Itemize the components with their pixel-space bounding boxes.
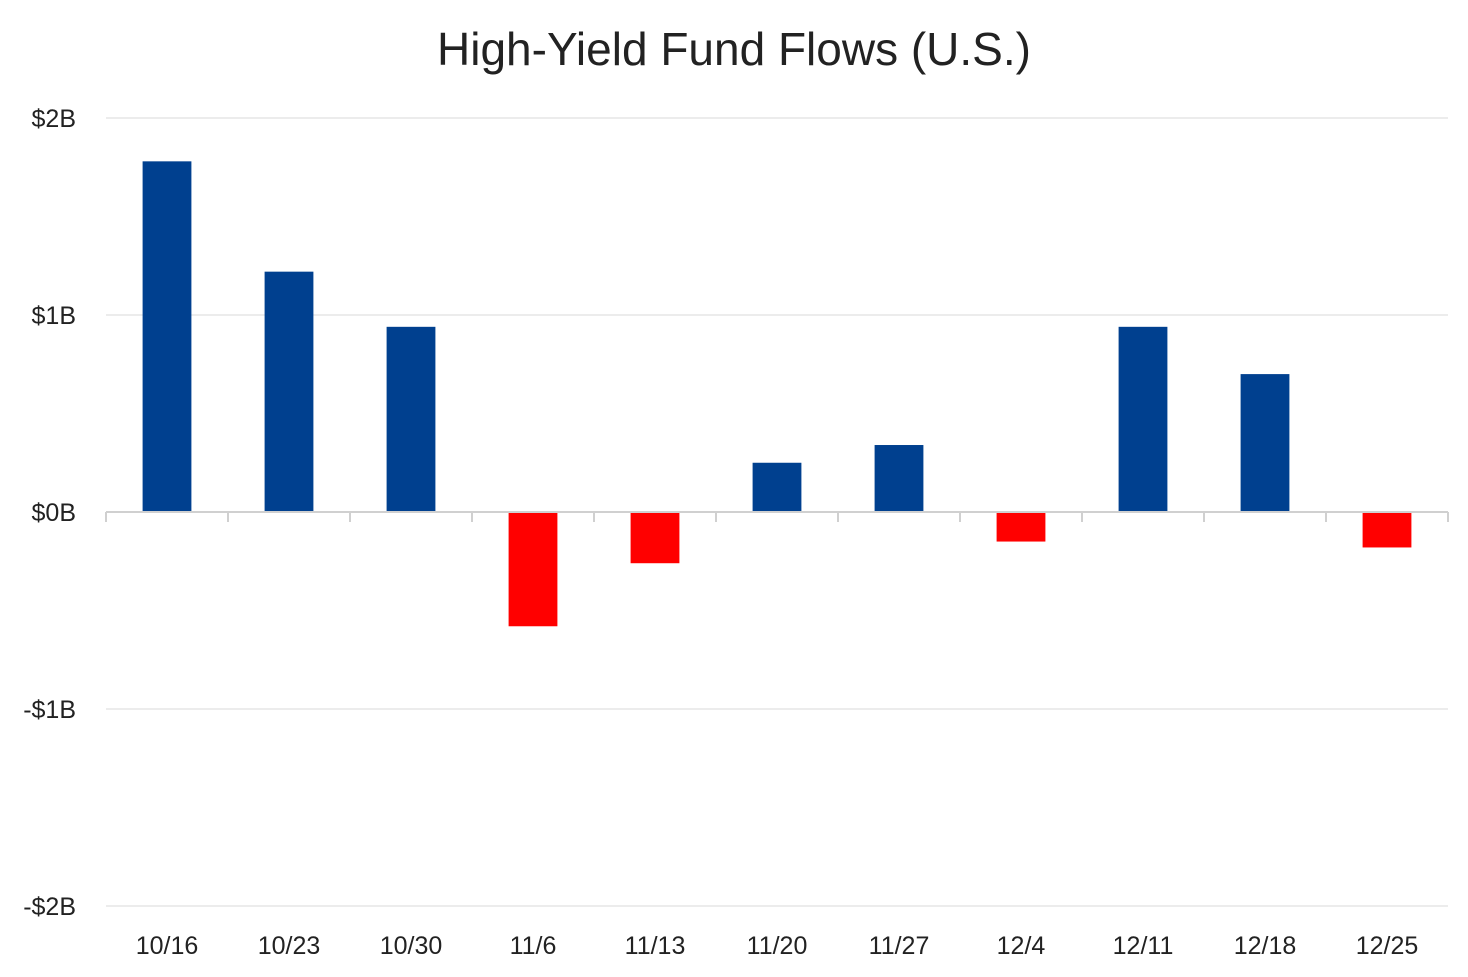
chart-title: High-Yield Fund Flows (U.S.) (437, 23, 1031, 75)
bar (264, 271, 314, 512)
bar (996, 512, 1046, 542)
x-tick-label: 10/16 (136, 932, 199, 960)
bar (874, 445, 924, 512)
bar (1118, 326, 1168, 512)
bar (142, 161, 192, 512)
bar (508, 512, 558, 627)
y-tick-label: -$1B (23, 696, 76, 724)
x-tick-label: 11/13 (625, 932, 686, 960)
bars (142, 161, 1412, 627)
bar (386, 326, 436, 512)
bar (1240, 374, 1290, 512)
y-tick-label: -$2B (23, 893, 76, 921)
x-tick-label: 10/23 (258, 932, 321, 960)
bar (752, 462, 802, 512)
y-tick-label: $1B (32, 302, 76, 330)
x-tick-label: 10/30 (380, 932, 443, 960)
x-tick-label: 11/6 (510, 932, 557, 960)
bar (630, 512, 680, 564)
x-tick-label: 12/25 (1356, 932, 1419, 960)
x-axis (105, 511, 1449, 522)
x-tick-label: 11/20 (747, 932, 808, 960)
x-axis-labels: 10/16 10/23 10/30 11/6 11/13 11/20 11/27 12/4 12… (136, 932, 1419, 960)
y-tick-label: $2B (32, 105, 76, 133)
x-tick-label: 11/27 (869, 932, 930, 960)
x-tick-label: 12/4 (997, 932, 1046, 960)
gridlines (106, 117, 1448, 907)
bar (1362, 512, 1412, 548)
y-tick-label: $0B (32, 499, 76, 527)
x-tick-label: 12/18 (1234, 932, 1297, 960)
x-tick-label: 12/11 (1113, 932, 1174, 960)
y-axis-labels: $2B $1B $0B -$1B -$2B (23, 105, 76, 921)
